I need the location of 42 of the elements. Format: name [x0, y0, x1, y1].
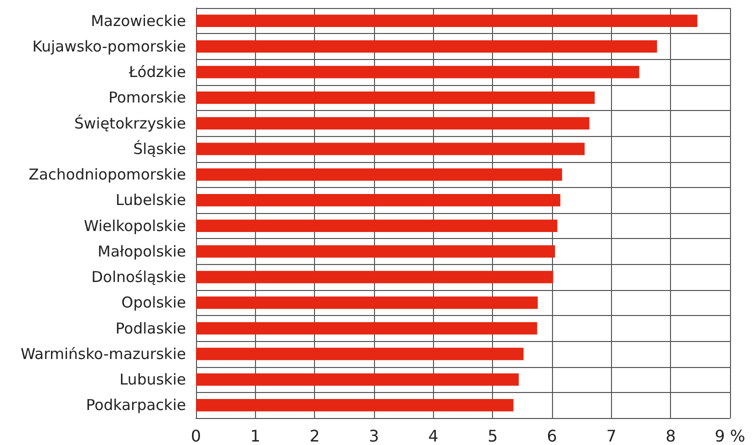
x-tick-label: 0 [190, 426, 202, 445]
y-tick-label: Warmińsko-mazurskie [20, 344, 186, 363]
bar [196, 14, 698, 27]
bar [196, 40, 658, 53]
x-tick-label: 7 [606, 426, 616, 445]
bar [196, 117, 590, 130]
y-tick-label: Kujawsko-pomorskie [32, 37, 186, 56]
x-tick-label: 8 [666, 426, 676, 445]
x-tick-label: 1 [250, 426, 260, 445]
y-tick-label: Wielkopolskie [84, 216, 186, 235]
x-tick-label: 3 [368, 426, 380, 445]
bar [196, 322, 538, 334]
bar [196, 66, 640, 78]
y-tick-label: Śląskie [133, 140, 186, 158]
y-tick-label: Podlaskie [116, 319, 186, 338]
bar [196, 220, 558, 232]
bar [196, 245, 555, 258]
y-tick-label: Łódzkie [128, 63, 186, 82]
y-tick-label: Lubuskie [119, 370, 186, 389]
y-tick-label: Mazowieckie [90, 12, 186, 30]
bar [196, 194, 560, 206]
y-tick-label: Lubelskie [116, 191, 186, 210]
x-tick-label: 2 [310, 426, 320, 445]
x-tick-label: 5 [488, 426, 498, 445]
bar [196, 399, 514, 412]
bar [196, 296, 538, 309]
y-tick-label: Zachodniopomorskie [28, 166, 186, 184]
x-tick-label: 6 [546, 426, 558, 445]
bar [196, 348, 524, 360]
y-tick-label: Podkarpackie [86, 396, 186, 414]
y-tick-label: Dolnośląskie [91, 268, 186, 286]
bar [196, 373, 519, 386]
y-tick-label: Pomorskie [108, 88, 186, 107]
x-tick-label: 4 [428, 426, 438, 445]
x-tick-label: 9 % [714, 426, 746, 445]
y-tick-label: Opolskie [121, 294, 186, 312]
bar [196, 270, 554, 284]
bar [196, 92, 595, 104]
bar [196, 168, 562, 181]
y-tick-label: Małopolskie [98, 242, 186, 260]
y-tick-label: Świętokrzyskie [74, 114, 186, 132]
bar [196, 142, 585, 156]
